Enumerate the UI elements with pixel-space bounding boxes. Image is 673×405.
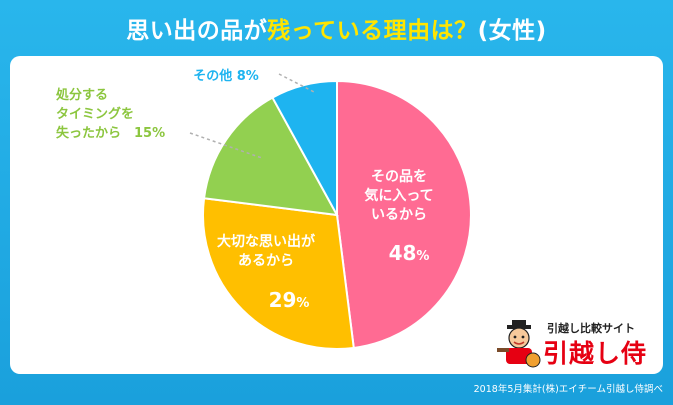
pie-slice-0 — [336, 79, 472, 350]
title-bar: 思い出の品が残っている理由は？(女性) — [0, 0, 673, 56]
logo-name: 引越し侍 — [543, 339, 648, 368]
logo: 引越し比較サイト 引越し侍 — [493, 318, 653, 370]
samurai-mascot-icon — [497, 320, 541, 368]
slice-3-label-line-0: その他 8% — [193, 68, 259, 84]
slice-2-label-line-1: タイミングを — [56, 106, 134, 122]
slice-0-label-line-0: その品を — [371, 169, 427, 185]
title-part-3: (女性) — [477, 18, 547, 44]
footnote: 2018年5月集計(株)エイチーム引越し侍調べ — [473, 384, 663, 395]
slice-0-value: 48% — [389, 241, 430, 265]
pie-slice-3 — [271, 79, 338, 216]
slice-2-label-line-0: 処分する — [55, 87, 108, 103]
slice-3-leader-line — [278, 73, 317, 94]
slice-0-label-line-1: 気に入って — [364, 187, 433, 204]
logo-subtitle: 引越し比較サイト — [547, 322, 635, 335]
pie-slice-2 — [202, 96, 339, 217]
slice-2-label-line-2: 失ったから 15% — [56, 125, 165, 141]
slice-0-label-line-2: いるから — [371, 207, 427, 223]
title-part-2: 残っている理由は？ — [267, 18, 478, 44]
slice-1-label-line-1: あるから — [238, 253, 294, 269]
pie-slice-1 — [202, 197, 355, 350]
chart-title: 思い出の品が残っている理由は？(女性) — [126, 11, 546, 45]
slice-2-leader-line — [189, 132, 263, 159]
slice-1-label-line-0: 大切な思い出が — [217, 233, 316, 250]
slice-1-value: 29% — [269, 288, 310, 312]
title-part-1: 思い出の品が — [126, 18, 268, 44]
